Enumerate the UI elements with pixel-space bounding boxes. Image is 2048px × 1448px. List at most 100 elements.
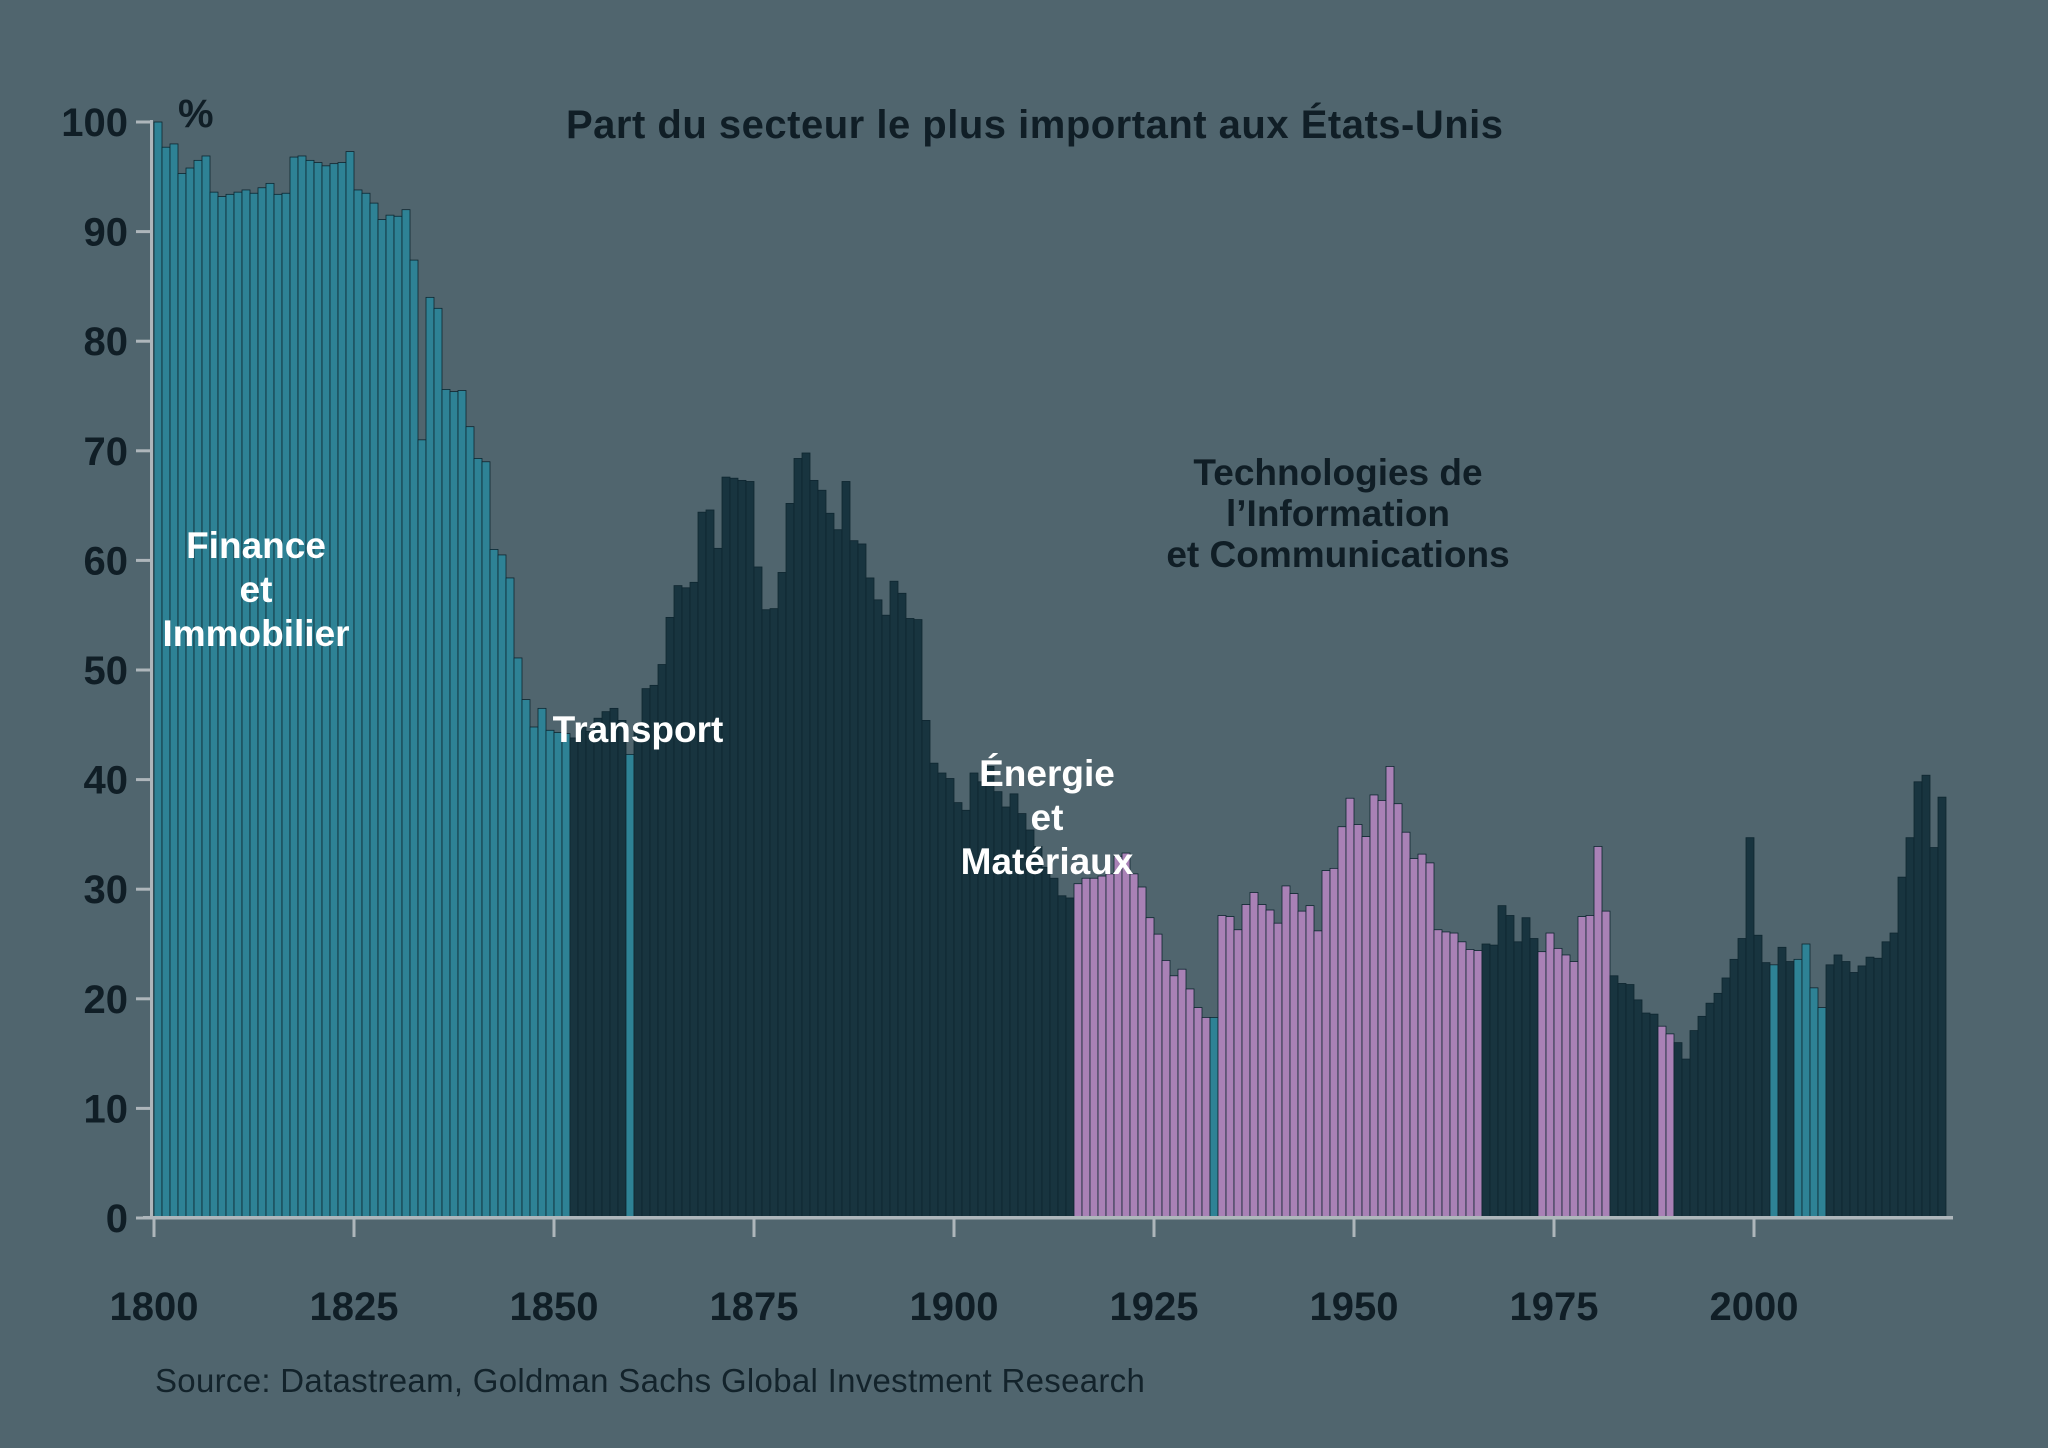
bar-1910 (1033, 846, 1043, 1219)
y-tick-100 (136, 120, 152, 124)
bar-1964 (1465, 949, 1475, 1219)
bar-1915 (1073, 883, 1083, 1219)
bar-1834 (425, 296, 435, 1219)
bar-1818 (297, 155, 307, 1219)
bar-1816 (281, 192, 291, 1219)
bar-1874 (745, 481, 755, 1219)
bar-1896 (921, 720, 931, 1219)
bar-1889 (865, 577, 875, 1219)
bar-2013 (1857, 965, 1867, 1219)
bar-1804 (185, 167, 195, 1219)
bar-1960 (1433, 929, 1443, 1219)
source-credit: Source: Datastream, Goldman Sachs Global… (155, 1362, 1146, 1399)
y-tick-90 (136, 230, 152, 234)
x-tick-label-1975: 1975 (1510, 1285, 1599, 1329)
bar-1841 (481, 461, 491, 1219)
bar-1885 (833, 529, 843, 1219)
bar-1895 (913, 619, 923, 1219)
bar-1979 (1585, 915, 1595, 1219)
bar-1981 (1601, 910, 1611, 1219)
bar-1814 (265, 182, 275, 1219)
bar-1993 (1697, 1015, 1707, 1219)
bar-1843 (497, 554, 507, 1219)
bar-1860 (633, 724, 643, 1219)
bar-1909 (1025, 829, 1035, 1219)
bar-2006 (1801, 943, 1811, 1219)
bar-1992 (1689, 1030, 1699, 1219)
bar-1933 (1217, 915, 1227, 1219)
bar-2015 (1873, 957, 1883, 1219)
bar-1924 (1145, 917, 1155, 1219)
sector-label-technologies-information-communications: Technologies de l’Information et Communi… (1166, 452, 1510, 575)
bar-1986 (1641, 1012, 1651, 1219)
bar-1845 (513, 657, 523, 1219)
bar-1919 (1105, 873, 1115, 1219)
bar-2002 (1769, 964, 1779, 1219)
bar-2007 (1809, 987, 1819, 1219)
bar-1831 (401, 209, 411, 1219)
bar-1916 (1081, 877, 1091, 1219)
bar-1959 (1425, 862, 1435, 1219)
bar-1997 (1729, 958, 1739, 1219)
bar-1963 (1457, 941, 1467, 1219)
bar-1872 (729, 477, 739, 1219)
y-tick-60 (136, 558, 152, 562)
bar-2020 (1913, 781, 1923, 1219)
bar-1856 (601, 711, 611, 1219)
bar-1980 (1593, 846, 1603, 1219)
x-tick-label-2000: 2000 (1710, 1285, 1799, 1329)
bar-1968 (1497, 905, 1507, 1219)
bar-1917 (1089, 877, 1099, 1219)
bar-1925 (1153, 933, 1163, 1219)
y-tick-label-90: 90 (84, 211, 129, 255)
bar-1931 (1201, 1017, 1211, 1219)
bar-1805 (193, 159, 203, 1219)
bar-1819 (305, 159, 315, 1219)
bar-1880 (793, 458, 803, 1219)
bar-1957 (1409, 858, 1419, 1219)
bar-1888 (857, 543, 867, 1219)
bar-1813 (257, 187, 267, 1219)
bar-1954 (1385, 766, 1395, 1219)
bar-1972 (1529, 938, 1539, 1219)
bar-1878 (777, 572, 787, 1219)
x-tick-1925 (1152, 1219, 1156, 1237)
bar-1899 (945, 778, 955, 1219)
bar-1812 (249, 192, 259, 1219)
bar-1929 (1185, 988, 1195, 1219)
bar-2019 (1905, 837, 1915, 1219)
bar-1921 (1121, 852, 1131, 1219)
bar-1958 (1417, 853, 1427, 1219)
bar-1994 (1705, 1002, 1715, 1219)
bar-1943 (1297, 910, 1307, 1219)
bar-1837 (449, 391, 459, 1219)
bar-1934 (1225, 916, 1235, 1219)
bar-1999 (1745, 837, 1755, 1219)
bar-1969 (1505, 915, 1515, 1219)
bar-1806 (201, 155, 211, 1219)
bar-2008 (1817, 1007, 1827, 1219)
x-axis-line (143, 1216, 1953, 1220)
y-axis-unit-label: % (178, 92, 214, 136)
x-tick-1825 (352, 1219, 356, 1237)
bar-1890 (873, 599, 883, 1219)
bar-1859 (625, 753, 635, 1219)
bar-1808 (217, 196, 227, 1219)
bar-2010 (1833, 954, 1843, 1219)
bar-1842 (489, 549, 499, 1219)
bar-2011 (1841, 961, 1851, 1219)
bar-1970 (1513, 941, 1523, 1219)
bar-2005 (1793, 958, 1803, 1219)
bar-1988 (1657, 1025, 1667, 1219)
y-tick-label-30: 30 (84, 868, 129, 912)
bar-1918 (1097, 875, 1107, 1219)
bar-2018 (1897, 876, 1907, 1219)
bar-1851 (561, 733, 571, 1219)
bar-1898 (937, 772, 947, 1219)
bar-1912 (1049, 877, 1059, 1219)
bar-1850 (553, 732, 563, 1219)
bar-1937 (1249, 892, 1259, 1219)
bar-1807 (209, 191, 219, 1219)
bar-2009 (1825, 964, 1835, 1219)
